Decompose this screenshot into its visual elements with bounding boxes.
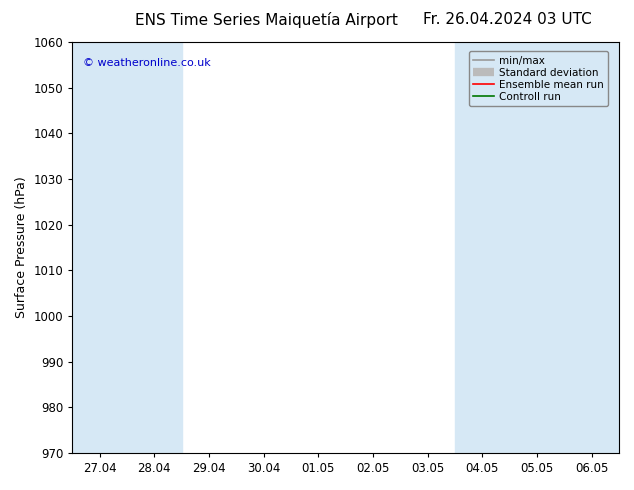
Bar xyxy=(455,42,634,453)
Text: © weatheronline.co.uk: © weatheronline.co.uk xyxy=(83,58,211,69)
Y-axis label: Surface Pressure (hPa): Surface Pressure (hPa) xyxy=(15,176,28,318)
Text: ENS Time Series Maiquetía Airport: ENS Time Series Maiquetía Airport xyxy=(135,12,398,28)
Bar xyxy=(72,42,182,453)
Legend: min/max, Standard deviation, Ensemble mean run, Controll run: min/max, Standard deviation, Ensemble me… xyxy=(469,51,609,106)
Text: Fr. 26.04.2024 03 UTC: Fr. 26.04.2024 03 UTC xyxy=(423,12,592,27)
